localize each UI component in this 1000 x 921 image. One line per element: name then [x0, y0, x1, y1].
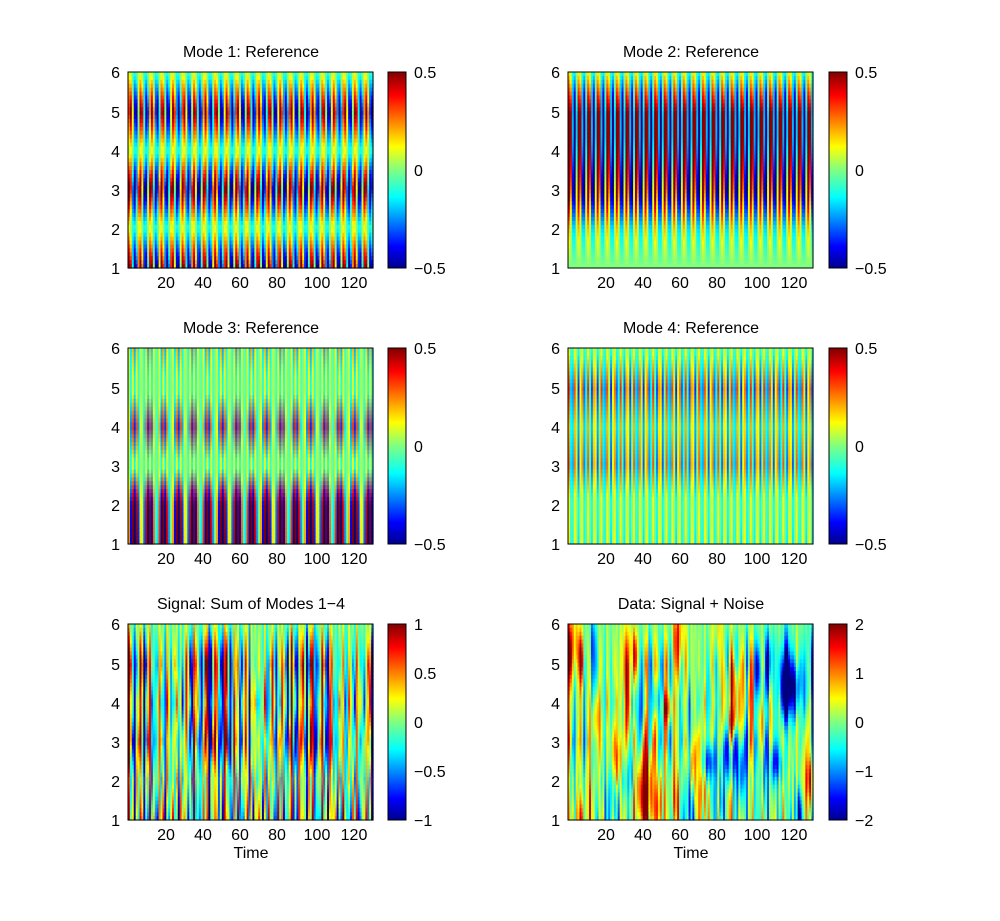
heatmap-area	[128, 72, 374, 269]
panel-title: Mode 1: Reference	[183, 44, 319, 61]
panel-mode-1: Mode 1: Reference 20 40 60 80 100 120 1 …	[111, 44, 446, 292]
